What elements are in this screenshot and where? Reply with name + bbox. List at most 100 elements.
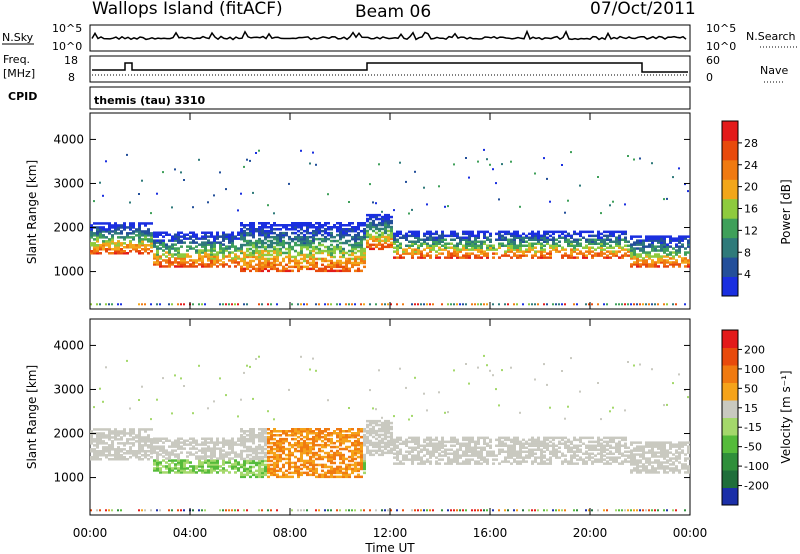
power-cell xyxy=(237,231,240,234)
velocity-cell xyxy=(366,419,369,423)
power-cell xyxy=(468,230,471,234)
power-cell xyxy=(126,226,129,229)
power-cell xyxy=(348,243,351,247)
power-cell xyxy=(621,256,624,259)
power-cell xyxy=(249,228,252,231)
power-cell xyxy=(666,255,669,258)
velocity-cell xyxy=(180,465,183,468)
velocity-cell xyxy=(147,434,150,437)
power-cell xyxy=(492,248,495,251)
velocity-cell xyxy=(249,445,252,449)
power-cell xyxy=(90,224,93,227)
power-cell xyxy=(288,228,291,231)
velocity-cell xyxy=(261,473,264,477)
velocity-cell xyxy=(117,446,120,449)
velocity-cell xyxy=(405,440,408,444)
power-cell xyxy=(498,198,500,201)
power-cell xyxy=(402,234,405,238)
velocity-cell xyxy=(471,440,474,444)
power-cell xyxy=(141,244,144,247)
velocity-cell xyxy=(573,446,576,449)
power-cell xyxy=(321,243,324,247)
velocity-cell xyxy=(636,449,639,452)
velocity-cell xyxy=(411,460,414,463)
velocity-cell xyxy=(459,456,462,459)
power-cell xyxy=(573,250,576,253)
power-cell xyxy=(372,237,375,241)
velocity-cell xyxy=(501,450,504,453)
velocity-cell xyxy=(576,450,579,453)
power-cell xyxy=(561,246,564,249)
power-cell xyxy=(309,235,312,239)
velocity-cell xyxy=(141,454,144,457)
velocity-cell xyxy=(603,446,606,449)
velocity-cell xyxy=(297,509,299,512)
velocity-cell xyxy=(240,471,243,475)
power-cell xyxy=(543,157,545,160)
velocity-cell xyxy=(567,440,570,444)
velocity-cell xyxy=(321,435,324,439)
velocity-cell xyxy=(615,444,618,447)
velocity-cell xyxy=(291,509,293,512)
power-cell xyxy=(588,240,591,243)
power-cell xyxy=(219,245,222,248)
power-cell xyxy=(471,230,474,234)
power-cell xyxy=(597,254,600,257)
velocity-cell xyxy=(237,443,240,446)
velocity-cell xyxy=(516,436,519,440)
power-cell xyxy=(258,263,261,267)
power-cell xyxy=(132,244,135,247)
velocity-cell xyxy=(297,473,300,477)
power-cell xyxy=(687,241,690,244)
velocity-cell xyxy=(339,471,342,475)
power-cell xyxy=(114,246,117,249)
velocity-cell xyxy=(339,435,342,439)
power-cell xyxy=(657,259,660,262)
velocity-cell xyxy=(351,467,354,471)
velocity-cell xyxy=(192,453,195,456)
power-cell xyxy=(216,231,219,234)
power-cell xyxy=(600,232,603,236)
velocity-cell xyxy=(228,509,230,512)
velocity-cell xyxy=(312,439,315,443)
power-cell xyxy=(633,261,636,264)
velocity-cell xyxy=(219,509,221,512)
power-cell xyxy=(249,261,252,265)
velocity-cell xyxy=(423,392,425,395)
velocity-cell xyxy=(609,444,612,447)
power-cell xyxy=(156,249,159,252)
power-cell xyxy=(126,246,129,249)
power-cell xyxy=(579,250,582,253)
power-cell xyxy=(297,229,300,233)
velocity-cell xyxy=(318,432,321,435)
power-cell xyxy=(144,222,147,225)
power-cell xyxy=(279,241,282,245)
velocity-cell xyxy=(261,463,264,467)
velocity-cell xyxy=(162,437,165,440)
power-cell xyxy=(330,251,333,255)
power-cell xyxy=(654,249,657,252)
velocity-cell xyxy=(129,432,132,435)
power-cell xyxy=(294,261,297,265)
power-cell xyxy=(516,244,519,247)
power-cell xyxy=(189,255,192,258)
power-cell xyxy=(123,250,126,253)
power-cell xyxy=(360,241,363,245)
power-cell xyxy=(288,249,291,253)
velocity-cell xyxy=(153,459,156,462)
power-cell xyxy=(183,259,186,262)
power-cell xyxy=(423,256,426,259)
power-cell xyxy=(267,259,270,263)
velocity-cell xyxy=(222,445,225,448)
power-cell xyxy=(666,261,669,264)
velocity-cell xyxy=(99,432,102,435)
power-cell xyxy=(327,245,330,249)
power-cell xyxy=(246,239,249,243)
power-cell xyxy=(390,233,393,237)
power-cell xyxy=(507,248,510,251)
velocity-cell xyxy=(555,444,558,447)
power-cell xyxy=(432,238,435,241)
power-cell xyxy=(543,250,546,253)
velocity-cell xyxy=(468,454,471,457)
power-cell xyxy=(546,230,549,234)
